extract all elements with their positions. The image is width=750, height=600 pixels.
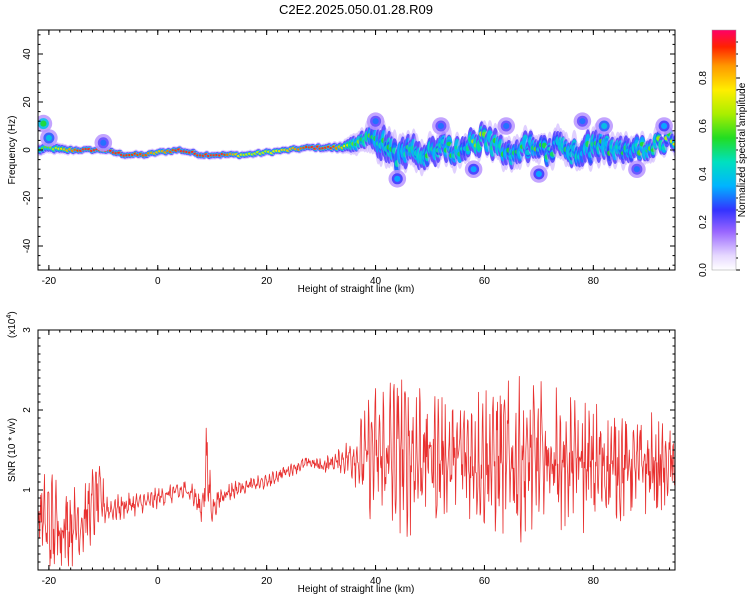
spectrogram-sideband: [394, 175, 401, 182]
spectrogram-y-tick-label: 0: [22, 147, 33, 153]
snr-y-tick-label: 1: [22, 487, 33, 493]
spectrogram-x-tick-label: 20: [261, 276, 273, 287]
colorbar-tick-label: 0.2: [698, 215, 709, 229]
spectrogram-x-tick-label: -20: [42, 276, 57, 287]
spectrogram-x-tick-label: 60: [479, 276, 491, 287]
spectrogram-y-tick-label: 40: [22, 48, 33, 60]
snr-frame: [37, 329, 676, 571]
snr-x-tick-label: -20: [42, 576, 57, 587]
snr-x-tick-label: 40: [370, 576, 382, 587]
colorbar-tick-label: 0.4: [698, 167, 709, 181]
colorbar-frame: [711, 29, 737, 271]
spectrogram-y-tick-label: 20: [22, 96, 33, 108]
spectrogram-panel: -20 0 20 40 60 80 -40 -20 0 20 40 Height of strai…: [7, 29, 676, 295]
spectrogram-sideband: [535, 170, 542, 178]
spectrogram-sideband: [579, 118, 586, 125]
spectrogram-sideband: [372, 118, 379, 125]
spectrogram-x-tick-label: 80: [588, 276, 600, 287]
snr-y-multiplier-base: (x10: [7, 318, 18, 338]
snr-x-tick-label: 20: [261, 576, 273, 587]
spectrogram-sideband: [633, 166, 640, 173]
snr-y-tick-label: 2: [22, 407, 33, 413]
spectrogram-sideband: [601, 122, 608, 130]
spectrogram-frame: [37, 29, 676, 271]
colorbar: 0.0 0.2 0.4 0.6 0.8 Normalized spectral ampl…: [698, 29, 748, 277]
colorbar-tick-label: 0.0: [698, 263, 709, 277]
snr-series-line: [38, 376, 675, 567]
snr-y-multiplier-close: ): [7, 311, 18, 314]
spectrogram-sideband: [503, 122, 510, 130]
snr-line-wrap: [38, 376, 675, 567]
spectrogram-y-axis-label: Frequency (Hz): [7, 116, 18, 185]
spectrogram-sideband: [661, 122, 668, 130]
spectrogram-sideband: [470, 166, 477, 173]
colorbar-ticks: 0.0 0.2 0.4 0.6 0.8: [698, 41, 740, 277]
colorbar-scale: [712, 30, 736, 270]
spectrogram-sideband: [100, 139, 107, 146]
spectrogram-marks: [38, 112, 675, 188]
spectrogram-cell: [672, 142, 675, 146]
snr-x-ticks: -20 0 20 40 60 80: [42, 330, 671, 587]
colorbar-tick-label: 0.6: [698, 119, 709, 133]
spectrogram-sideband: [45, 134, 52, 142]
figure-title: C2E2.2025.050.01.28.R09: [279, 2, 433, 17]
spectrogram-sideband: [40, 120, 47, 127]
snr-x-tick-label: 0: [155, 576, 161, 587]
colorbar-tick-label: 0.8: [698, 71, 709, 85]
snr-y-axis-label: SNR (10 * v/v): [7, 418, 18, 482]
spectrogram-x-axis-label: Height of straight line (km): [298, 284, 415, 295]
snr-y-multiplier-exp: 4: [6, 315, 13, 319]
colorbar-label: Normalized spectral amplitude: [737, 82, 748, 217]
spectrogram-x-tick-label: 40: [370, 276, 382, 287]
spectrogram-y-tick-label: -40: [22, 238, 33, 253]
spectrogram-sideband: [437, 122, 444, 130]
snr-x-axis-label: Height of straight line (km): [298, 584, 415, 595]
spectrogram-x-tick-label: 0: [155, 276, 161, 287]
spectrogram-y-tick-label: -20: [22, 190, 33, 205]
snr-panel: -20 0 20 40 60 80 1 2 3 Height of straight line…: [6, 311, 676, 595]
snr-x-tick-label: 60: [479, 576, 491, 587]
snr-y-tick-label: 3: [22, 327, 33, 333]
snr-y-multiplier: (x104): [6, 311, 18, 338]
snr-x-tick-label: 80: [588, 576, 600, 587]
